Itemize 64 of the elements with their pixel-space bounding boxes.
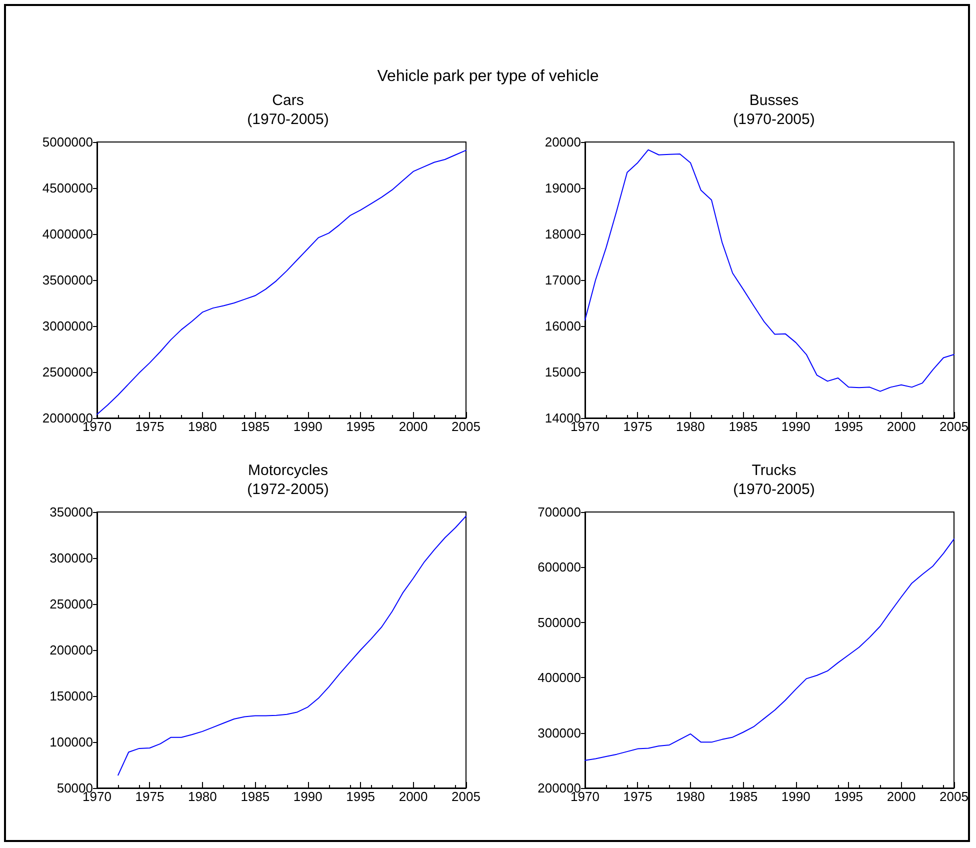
y-tick-label: 150000 — [50, 688, 93, 704]
chart-title: Trucks — [752, 462, 796, 479]
x-tick-label: 1980 — [676, 419, 705, 434]
x-tick-label: 2005 — [940, 419, 968, 434]
chart-subtitle: (1970-2005) — [733, 111, 815, 128]
y-tick-label: 3000000 — [42, 318, 93, 334]
y-tick-label: 400000 — [538, 670, 581, 686]
y-tick-label: 19000 — [544, 180, 581, 196]
y-tick-label: 250000 — [50, 596, 93, 612]
x-tick-label: 2000 — [886, 419, 916, 434]
y-tick-label: 5000000 — [42, 134, 93, 150]
x-tick-label: 1975 — [623, 419, 652, 434]
x-tick-label: 1990 — [781, 789, 810, 804]
x-tick-label: 2005 — [452, 789, 480, 804]
y-tick-label: 17000 — [544, 272, 581, 288]
x-tick-label: 1990 — [293, 419, 322, 434]
chart-title: Busses — [749, 92, 799, 109]
x-tick-label: 1975 — [135, 789, 164, 804]
line-series — [584, 538, 954, 761]
line-series — [118, 516, 466, 776]
chart-subtitle: (1970-2005) — [733, 481, 815, 498]
x-tick-label: 1985 — [240, 789, 270, 804]
y-tick-label: 200000 — [50, 642, 93, 658]
x-tick-label: 1975 — [135, 419, 164, 434]
y-tick-label: 2500000 — [42, 364, 93, 380]
y-tick-label: 300000 — [538, 725, 581, 740]
chart-subtitle: (1970-2005) — [247, 111, 329, 128]
y-tick-label: 15000 — [544, 364, 581, 380]
y-tick-label: 350000 — [50, 504, 93, 520]
x-tick-label: 1980 — [188, 789, 217, 804]
x-tick-label: 1985 — [728, 789, 758, 804]
y-tick-label: 4000000 — [42, 226, 93, 242]
x-tick-label: 1990 — [293, 789, 322, 804]
y-tick-label: 500000 — [538, 614, 581, 630]
x-tick-label: 2005 — [452, 419, 480, 434]
x-tick-label: 2005 — [940, 789, 968, 804]
x-tick-label: 1975 — [623, 789, 652, 804]
y-tick-label: 300000 — [50, 550, 93, 566]
y-tick-label: 3500000 — [42, 272, 93, 288]
line-series — [96, 150, 466, 415]
x-tick-label: 1985 — [240, 419, 270, 434]
chart-subtitle: (1972-2005) — [247, 481, 329, 498]
y-tick-label: 4500000 — [42, 180, 93, 196]
x-tick-label: 1980 — [676, 789, 705, 804]
chart-title: Motorcycles — [248, 462, 328, 479]
x-tick-label: 2000 — [886, 789, 916, 804]
x-tick-label: 1995 — [346, 789, 376, 804]
y-tick-label: 18000 — [544, 226, 581, 242]
x-tick-label: 1995 — [834, 419, 864, 434]
chart-title: Cars — [272, 92, 304, 109]
y-tick-label: 700000 — [538, 504, 581, 520]
x-tick-label: 1980 — [188, 419, 217, 434]
x-tick-label: 2000 — [398, 419, 428, 434]
y-tick-label: 16000 — [544, 318, 581, 334]
x-tick-label: 1995 — [834, 789, 864, 804]
x-tick-label: 1990 — [781, 419, 810, 434]
y-tick-label: 100000 — [50, 734, 93, 750]
x-tick-label: 1995 — [346, 419, 376, 434]
text: Vehicle park per type of vehicle — [376, 68, 600, 86]
x-tick-label: 1985 — [728, 419, 758, 434]
line-series — [584, 149, 954, 392]
y-tick-label: 600000 — [538, 560, 581, 575]
y-tick-label: 20000 — [544, 134, 581, 150]
x-tick-label: 2000 — [398, 789, 428, 804]
